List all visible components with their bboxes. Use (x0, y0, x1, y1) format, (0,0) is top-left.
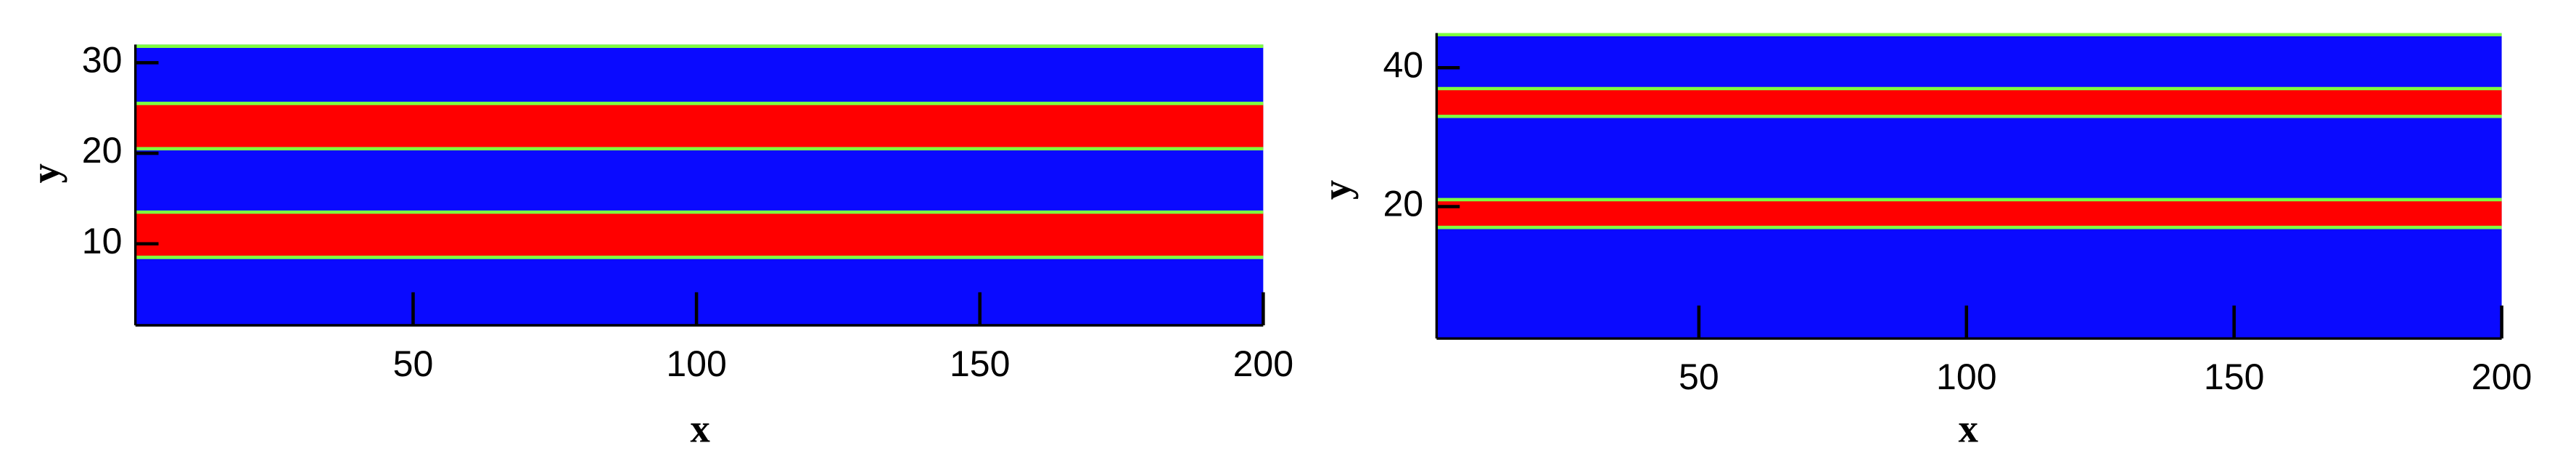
phase-band (1436, 88, 2502, 117)
y-tick-label: 40 (1383, 45, 1423, 86)
chart-panel: 50 100 150 200 10 20 30 x y (23, 40, 1293, 451)
x-tick-label: 50 (393, 343, 434, 384)
x-tick-label: 100 (666, 343, 727, 384)
x-axis-label: x (690, 406, 709, 450)
x-tick-label: 150 (950, 343, 1011, 384)
phase-band (135, 103, 1264, 149)
y-tick-label: 10 (82, 221, 123, 261)
y-axis-label: y (23, 163, 67, 183)
x-tick-label: 50 (1679, 357, 1719, 397)
field-background (1436, 33, 2502, 339)
x-tick-label: 150 (2204, 357, 2265, 397)
x-tick-label: 200 (1233, 343, 1294, 384)
y-tick-label: 30 (82, 40, 123, 81)
phase-band (1436, 199, 2502, 228)
chart-panel: 50 100 150 200 20 40 x y (1314, 33, 2532, 450)
y-axis-label: y (1314, 180, 1359, 200)
y-tick-label: 20 (1383, 184, 1423, 224)
x-tick-label: 200 (2472, 357, 2532, 397)
x-axis-label: x (1959, 406, 1978, 450)
x-tick-label: 100 (1936, 357, 1997, 397)
field-background (135, 44, 1264, 325)
y-tick-label: 20 (82, 130, 123, 171)
phase-band (135, 212, 1264, 258)
